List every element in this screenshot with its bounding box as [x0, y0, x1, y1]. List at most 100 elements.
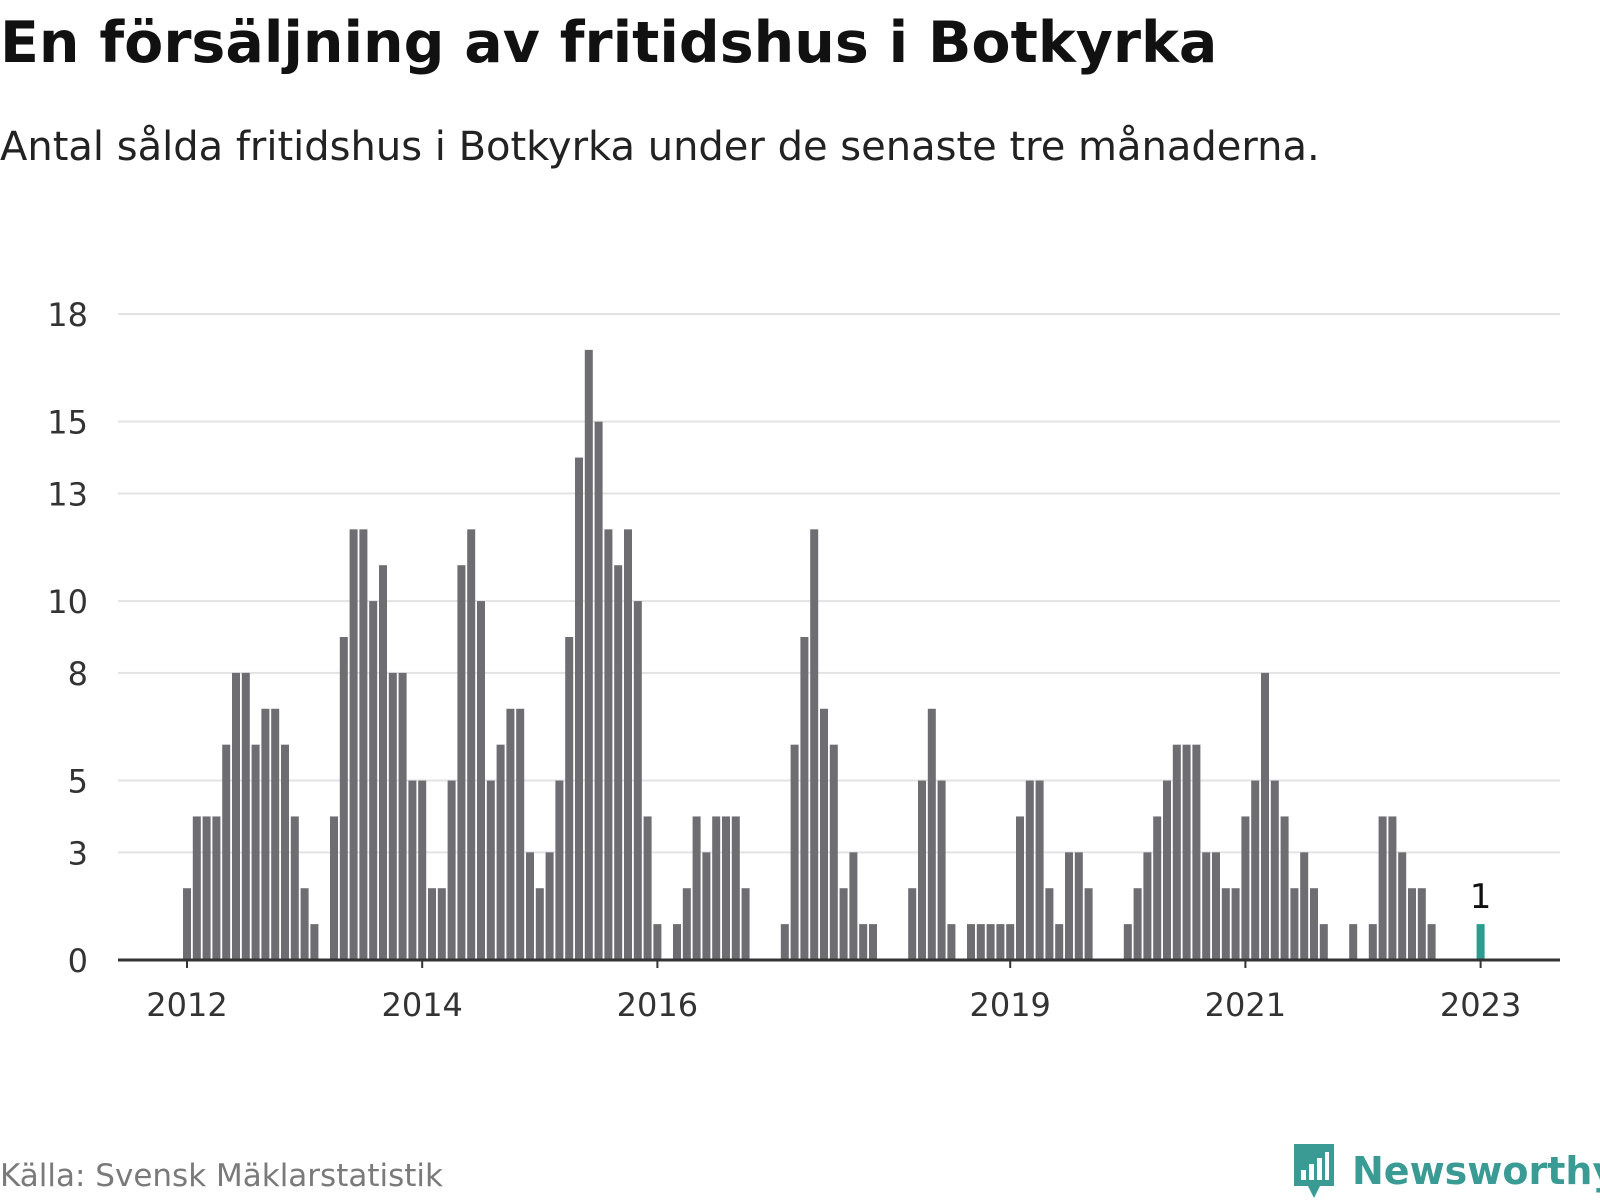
bar [1368, 924, 1377, 960]
bar [1241, 816, 1250, 960]
chart-subtitle: Antal sålda fritidshus i Botkyrka under … [0, 124, 1320, 170]
bar [1408, 888, 1416, 960]
bar [212, 816, 221, 960]
bar [908, 888, 917, 960]
bar [1182, 744, 1191, 960]
bar [692, 816, 701, 960]
bar [467, 529, 476, 960]
x-tick-label: 2021 [1205, 986, 1286, 1024]
bar [496, 744, 505, 960]
bar [1123, 924, 1132, 960]
bar [251, 744, 260, 960]
bar [682, 888, 691, 960]
bar [1055, 924, 1064, 960]
bar [359, 529, 368, 960]
bar [731, 816, 740, 960]
x-tick-label: 2023 [1440, 986, 1521, 1024]
bar [545, 852, 554, 960]
bar [820, 708, 828, 960]
bar [653, 924, 662, 960]
bar [859, 924, 868, 960]
bar [575, 457, 583, 960]
bar [633, 601, 642, 960]
bar [780, 924, 789, 960]
bar [1251, 780, 1260, 960]
bar [673, 924, 681, 960]
bar [281, 744, 289, 960]
bar [506, 708, 515, 960]
bar [839, 888, 848, 960]
bar [1025, 780, 1034, 960]
bar [202, 816, 211, 960]
bar [457, 565, 466, 960]
bar [967, 924, 975, 960]
chart-title: En försäljning av fritidshus i Botkyrka [0, 10, 1218, 76]
bar [604, 529, 613, 960]
bar [300, 888, 309, 960]
bar [712, 816, 721, 960]
bar [535, 888, 544, 960]
brand-name: Newsworthy [1352, 1149, 1600, 1193]
bar [1319, 924, 1328, 960]
bar [1202, 852, 1211, 960]
bar [477, 601, 485, 960]
bar [1172, 744, 1181, 960]
bar [722, 816, 730, 960]
bar [1016, 816, 1024, 960]
bar [741, 888, 750, 960]
bar [1261, 672, 1269, 960]
bar [1417, 888, 1426, 960]
bar [1192, 744, 1201, 960]
axes: 0 3 5 8 10 13 15 18 2012 2014 2016 2019 2021 2023 1 [47, 296, 1560, 1024]
bar [555, 780, 564, 960]
bar [1065, 852, 1073, 960]
y-tick-label: 5 [68, 763, 88, 801]
x-tick-label: 2012 [146, 986, 227, 1024]
bar [594, 421, 603, 961]
bar [1153, 816, 1162, 960]
x-tick-label: 2014 [381, 986, 462, 1024]
bar [232, 672, 240, 960]
bar [1084, 888, 1093, 960]
bar [271, 708, 280, 960]
bar [584, 349, 593, 960]
bar [614, 565, 623, 960]
bar [565, 637, 574, 960]
bar [526, 852, 534, 960]
bar [398, 672, 407, 960]
grid-lines [118, 313, 1560, 854]
bar [1290, 888, 1299, 960]
bar [1133, 888, 1142, 960]
bar [261, 708, 270, 960]
bar [790, 744, 799, 960]
bar [1221, 888, 1230, 960]
bar [918, 780, 926, 960]
bar [869, 924, 877, 960]
data-label-latest: 1 [1470, 877, 1492, 917]
bar [1388, 816, 1397, 960]
bar [1398, 852, 1407, 960]
bar [388, 672, 397, 960]
bar [1163, 780, 1171, 960]
bar [516, 708, 525, 960]
bar [1280, 816, 1289, 960]
bar [829, 744, 838, 960]
bar [937, 780, 946, 960]
bar [428, 888, 436, 960]
bar [1231, 888, 1240, 960]
y-tick-label: 13 [47, 475, 88, 513]
bar [1270, 780, 1279, 960]
bar [418, 780, 427, 960]
bar [643, 816, 652, 960]
bar [702, 852, 711, 960]
bar [1045, 888, 1054, 960]
bar [1035, 780, 1044, 960]
bar [1349, 924, 1358, 960]
bar [1378, 816, 1387, 960]
y-tick-label: 8 [68, 655, 88, 693]
bar [1427, 924, 1436, 960]
y-tick-label: 3 [68, 834, 88, 872]
bar [310, 924, 319, 960]
x-tick-label: 2016 [617, 986, 698, 1024]
